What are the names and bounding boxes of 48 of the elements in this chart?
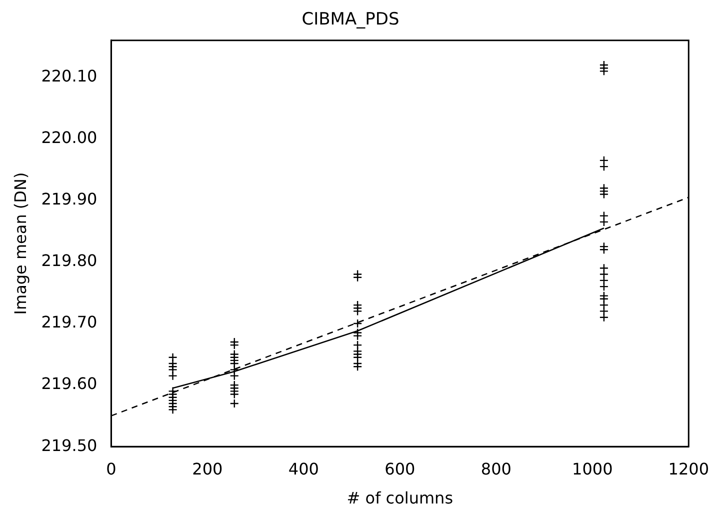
point [230,358,239,368]
y-axis-title: Image mean (DN) [10,172,30,315]
point [599,300,609,310]
point [599,306,609,316]
point [599,66,609,76]
x-tick-label: 1200 [668,459,709,478]
point [599,276,609,286]
point [352,352,362,362]
x-tick-label: 200 [192,459,223,478]
point [230,390,239,399]
point [599,190,609,199]
point [168,365,178,374]
x-tick-label: 600 [384,459,416,478]
chart-title: CIBMA_PDS [302,10,400,30]
point [599,264,609,273]
point [230,398,239,408]
point [352,331,362,340]
point [599,294,609,304]
y-tick-label: 219.60 [41,374,98,394]
point [352,362,362,372]
point [230,340,239,350]
point [352,306,362,316]
point [599,312,609,322]
point [599,162,609,172]
y-tick-label: 219.80 [41,251,98,270]
point [168,405,178,414]
x-tick-label: 800 [480,459,512,478]
point [168,352,178,362]
point [599,211,609,220]
point [352,272,362,282]
y-tick-label: 219.90 [41,190,98,209]
point [599,156,609,166]
point [352,318,362,328]
point [168,371,178,380]
y-tick-label: 219.70 [41,312,98,332]
point [230,371,239,380]
x-tick-label: 0 [106,459,116,478]
point [599,270,609,279]
x-tick-label: 400 [288,459,319,478]
y-tick-label: 220.10 [41,66,98,86]
y-tick-label: 219.50 [41,436,98,455]
point [230,365,239,374]
point [352,340,362,350]
y-tick-label: 220.00 [41,128,98,148]
x-axis-title: # of columns [346,488,454,508]
point [599,282,609,292]
point [599,245,609,254]
x-tick-label: 1000 [572,459,613,478]
